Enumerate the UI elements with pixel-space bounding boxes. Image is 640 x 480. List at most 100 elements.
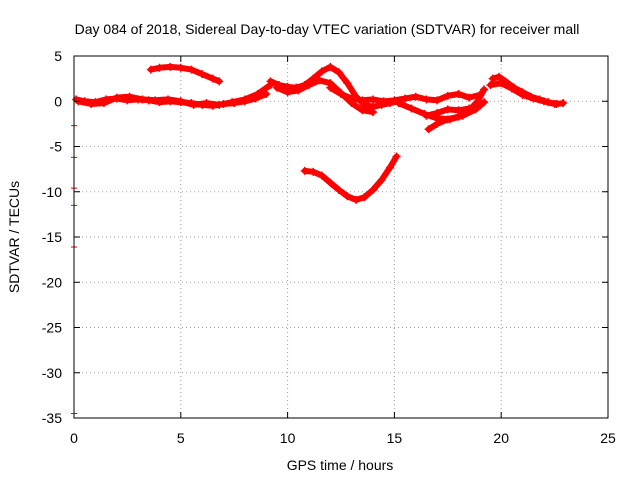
data-point: [317, 67, 326, 76]
data-point: [337, 90, 345, 99]
series-arc-8: [424, 85, 489, 134]
chart-title: Day 084 of 2018, Sidereal Day-to-day VTE…: [75, 21, 580, 37]
data-point: [480, 85, 489, 94]
data-point: [454, 106, 463, 115]
data-point: [163, 95, 172, 104]
data-point: [358, 96, 367, 105]
axis-ticks: [73, 55, 609, 419]
series-arc-9: [422, 101, 484, 120]
data-point: [347, 94, 356, 103]
data-point: [309, 167, 318, 176]
data-point: [411, 92, 420, 101]
data-point: [488, 74, 497, 83]
data-point: [529, 94, 538, 103]
data-point: [138, 95, 147, 104]
y-tick-label: -30: [42, 365, 62, 381]
data-point: [369, 108, 378, 117]
data-point: [300, 166, 309, 175]
data-point: [401, 94, 410, 103]
data-point: [424, 125, 433, 134]
series-band: [267, 63, 402, 110]
data-point: [433, 96, 442, 105]
data-point: [326, 83, 335, 92]
data-point: [443, 105, 452, 114]
data-point: [486, 80, 495, 89]
data-point: [294, 86, 303, 95]
y-tick-labels: 5 0 -5 -10 -15 -20 -25 -30 -35: [42, 48, 62, 426]
data-point: [360, 193, 369, 202]
x-tick-label: 20: [493, 430, 509, 446]
x-tick-label: 25: [600, 430, 616, 446]
series-arc-6: [326, 83, 484, 106]
data-point: [146, 65, 155, 74]
data-point: [422, 95, 431, 104]
data-point: [155, 63, 164, 72]
data-point: [390, 96, 399, 105]
data-point: [379, 97, 388, 106]
series-arc-11: [486, 79, 559, 108]
series-arc-3: [146, 62, 224, 86]
data-point: [539, 97, 548, 106]
data-point: [334, 185, 343, 194]
data-point: [266, 77, 275, 86]
y-tick-label: -25: [42, 320, 62, 336]
data-point: [202, 99, 211, 108]
data-series: [72, 62, 568, 204]
data-point: [394, 99, 403, 108]
data-point: [326, 178, 335, 187]
y-tick-label: 5: [54, 48, 62, 64]
y-tick-label: -10: [42, 184, 62, 200]
data-point: [433, 119, 442, 128]
series-band: [75, 82, 274, 108]
data-point: [228, 98, 237, 107]
data-point: [475, 101, 484, 110]
data-point: [125, 92, 134, 101]
data-point: [433, 109, 442, 118]
data-point: [317, 171, 326, 180]
data-point: [272, 83, 281, 92]
data-point: [187, 65, 196, 74]
data-point: [198, 70, 207, 79]
data-point: [283, 88, 292, 97]
data-point: [443, 91, 452, 100]
data-point: [208, 74, 217, 83]
data-point: [240, 95, 249, 104]
data-point: [253, 90, 262, 99]
x-tick-label: 10: [280, 430, 296, 446]
data-point: [550, 99, 559, 108]
data-point: [151, 96, 160, 105]
data-point: [422, 111, 431, 120]
y-tick-label: -35: [42, 410, 62, 426]
data-point: [304, 80, 313, 89]
y-axis-label: SDTVAR / TECUs: [6, 181, 22, 293]
data-point: [377, 175, 386, 184]
data-point: [465, 93, 474, 102]
x-tick-label: 0: [70, 430, 78, 446]
data-point: [343, 79, 352, 88]
y-tick-label: -5: [50, 139, 63, 155]
data-point: [369, 95, 378, 104]
series-band: [273, 77, 376, 116]
data-point: [386, 163, 395, 172]
x-tick-label: 5: [177, 430, 185, 446]
data-point: [392, 152, 401, 161]
x-tick-labels: 0 5 10 15 20 25: [70, 430, 616, 446]
y-tick-label: -15: [42, 229, 62, 245]
data-point: [343, 192, 352, 201]
data-point: [559, 99, 568, 108]
data-point: [176, 97, 185, 106]
series-arc-12: [300, 152, 401, 204]
gridlines: [74, 56, 608, 418]
data-point: [315, 76, 324, 85]
data-point: [454, 90, 463, 99]
data-point: [189, 100, 198, 109]
x-tick-label: 15: [387, 430, 403, 446]
data-point: [407, 104, 416, 113]
data-point: [465, 104, 474, 113]
data-point: [497, 79, 506, 88]
data-point: [99, 99, 108, 108]
data-point: [507, 84, 516, 93]
y-tick-label: -20: [42, 274, 62, 290]
